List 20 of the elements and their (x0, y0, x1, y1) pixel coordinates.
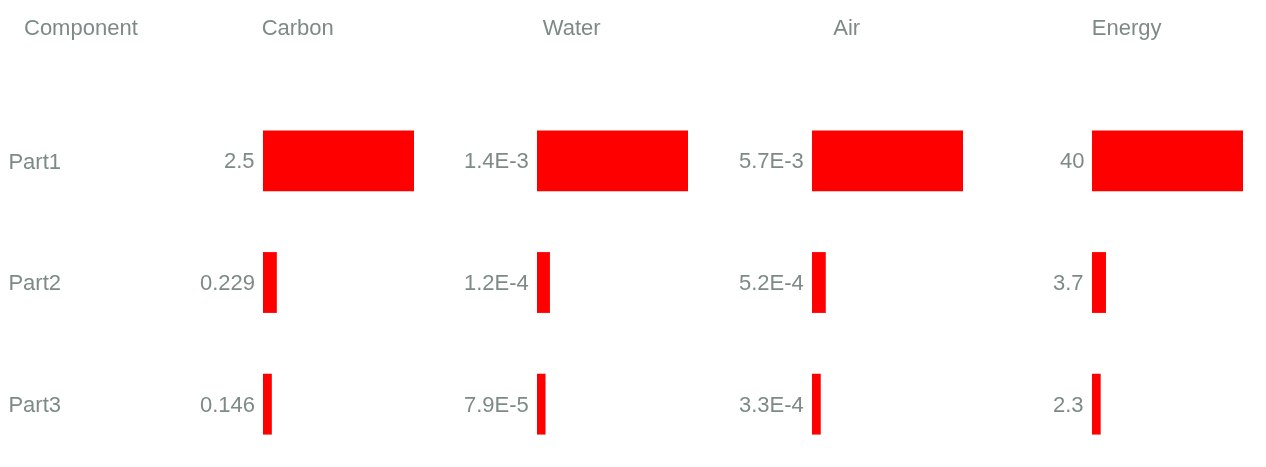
y-tick-label: Part1 (8, 148, 61, 174)
chart-title: Energy (1091, 14, 1162, 40)
data-label: 40 (1060, 148, 1085, 173)
chart-title: Air (833, 14, 861, 40)
data-label: 7.9E-5 (464, 392, 529, 417)
text: Component (24, 15, 138, 40)
data-label: 3.3E-4 (739, 392, 804, 417)
data-label: 2.3 (1053, 392, 1084, 417)
data-label: 1.2E-4 (464, 270, 529, 295)
data-label: 1.4E-3 (464, 148, 529, 173)
chart-title: Water (542, 14, 601, 40)
chart-title: Carbon (261, 14, 334, 40)
data-label: 2.5 (224, 148, 255, 173)
y-tick-label: Part3 (8, 391, 61, 417)
data-label: 5.7E-3 (739, 148, 804, 173)
data-label: 3.7 (1053, 270, 1084, 295)
y-tick-label: Part2 (8, 270, 61, 296)
data-label: 0.229 (200, 270, 256, 295)
data-label: 5.2E-4 (739, 270, 804, 295)
data-label: 0.146 (200, 392, 256, 417)
